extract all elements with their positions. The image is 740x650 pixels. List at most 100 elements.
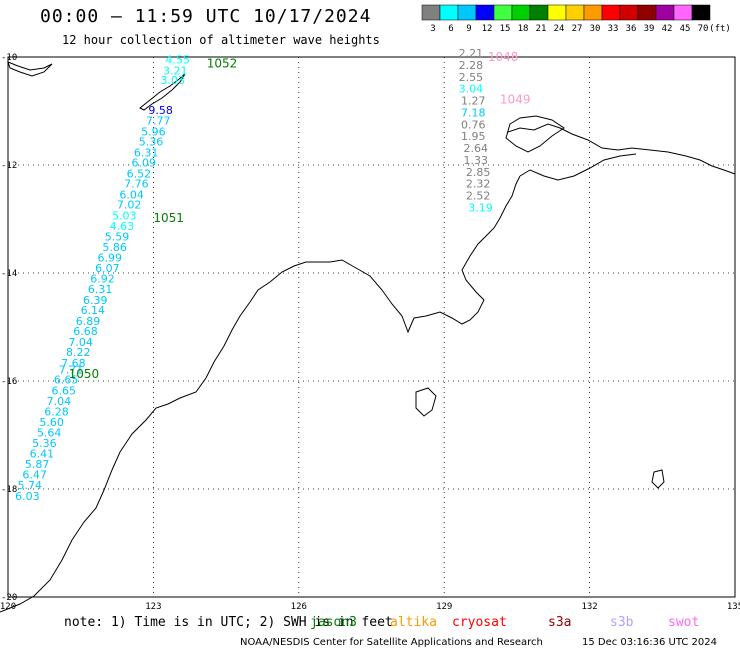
wave-height-value: 5.36 <box>139 136 164 149</box>
wave-height-value: 6.65 <box>51 385 76 398</box>
coastline-island-timor <box>139 73 186 111</box>
wave-height-value: 6.04 <box>119 188 144 201</box>
mission-label-s3b: s3b <box>610 615 634 630</box>
coastline-island-small <box>415 387 437 417</box>
mission-label-altika: altika <box>390 615 437 630</box>
colorbar-unit: (ft) <box>709 24 731 34</box>
wave-height-value: 6.31 <box>88 283 113 296</box>
wave-height-value: 2.21 <box>459 47 484 60</box>
colorbar-label: 70 <box>698 24 709 34</box>
colorbar-label: 9 <box>466 24 471 34</box>
footer: note: 1) Time is in UTC; 2) SWH is in fe… <box>64 615 717 648</box>
altimeter-tracks: 4.553.213.039.587.775.965.366.316.096.52… <box>15 47 493 503</box>
wave-height-value: 5.74 <box>18 479 43 492</box>
colorbar-swatch <box>691 4 711 21</box>
colorbar-label: 24 <box>554 24 565 34</box>
wave-height-value: 7.18 <box>461 106 486 119</box>
credit-text: NOAA/NESDIS Center for Satellite Applica… <box>240 637 543 648</box>
wave-height-value: 3.04 <box>459 83 484 96</box>
wave-height-value: 7.04 <box>47 395 72 408</box>
wave-height-value: 6.89 <box>76 315 101 328</box>
map-title: 00:00 — 11:59 UTC 10/17/2024 <box>40 6 372 27</box>
colorbar: 3 6 9 12 15 18 21 24 27 30 33 36 39 42 45 70 (ft) <box>421 4 731 34</box>
wave-height-value: 2.28 <box>459 59 484 72</box>
wave-height-value: 6.99 <box>98 252 123 265</box>
wave-height-value: 7.77 <box>146 115 171 128</box>
lat-tick-label: -18 <box>1 485 17 495</box>
wave-height-value: 8.22 <box>66 346 91 359</box>
graticule-grid <box>7 56 736 598</box>
wave-height-value: 6.47 <box>22 469 47 482</box>
wave-height-value: 7.68 <box>61 357 86 370</box>
coastline-island-melville <box>505 115 565 153</box>
colorbar-label: 18 <box>518 24 529 34</box>
wave-height-value: 2.52 <box>466 190 491 203</box>
wave-height-value: 3.19 <box>468 201 493 214</box>
wave-height-value: 5.86 <box>102 241 127 254</box>
wave-height-value: 6.92 <box>90 273 115 286</box>
colorbar-label: 33 <box>608 24 619 34</box>
footer-note: note: 1) Time is in UTC; 2) SWH is in fe… <box>64 615 393 630</box>
wave-height-value: 9.58 <box>148 104 173 117</box>
wave-height-value: 6.31 <box>134 146 159 159</box>
lon-tick-label: 126 <box>291 602 307 612</box>
lat-tick-label: -20 <box>1 593 17 603</box>
mission-label-cryosat: cryosat <box>452 615 507 630</box>
wave-height-value: 6.52 <box>127 167 152 180</box>
wave-height-value: 1.95 <box>461 130 486 143</box>
lon-tick-label: 132 <box>581 602 597 612</box>
pass-labels: 1052 1051 1050 1048 1049 <box>69 50 531 381</box>
wave-height-value: 4.55 <box>165 53 190 66</box>
wave-height-value: 3.21 <box>163 64 188 77</box>
wave-height-value: 6.28 <box>44 406 69 419</box>
wave-height-value: 5.96 <box>141 125 166 138</box>
wave-height-value: 5.59 <box>105 231 130 244</box>
wave-height-value: 0.76 <box>461 118 486 131</box>
lat-tick-label: -16 <box>1 377 17 387</box>
wave-height-value: 2.64 <box>463 142 488 155</box>
colorbar-label: 45 <box>680 24 691 34</box>
wave-height-value: 6.39 <box>83 294 108 307</box>
wave-height-value: 2.85 <box>466 166 491 179</box>
lat-tick-label: -14 <box>1 269 17 279</box>
coastline-gulf-east <box>519 153 637 181</box>
coastline <box>0 61 736 613</box>
mission-label-s3a: s3a <box>548 615 571 630</box>
pass-number-label: 1049 <box>500 93 531 107</box>
timestamp-text: 15 Dec 03:16:36 UTC 2024 <box>582 637 717 648</box>
coastline-island-east <box>651 469 665 489</box>
pass-number-label: 1052 <box>207 56 238 70</box>
map-subtitle: 12 hour collection of altimeter wave hei… <box>62 33 380 47</box>
lon-tick-label: 135 <box>727 602 740 612</box>
colorbar-label: 27 <box>572 24 583 34</box>
coastline-arnhem <box>507 123 736 175</box>
pass-number-label: 1051 <box>153 211 184 225</box>
wave-height-value: 5.60 <box>39 416 64 429</box>
wave-height-value: 5.36 <box>32 437 57 450</box>
coastline-kimberley <box>0 175 521 613</box>
wave-height-value: 2.32 <box>466 178 491 191</box>
pass-number-label: 1050 <box>69 367 100 381</box>
lat-tick-label: -12 <box>1 161 17 171</box>
colorbar-label: 39 <box>644 24 655 34</box>
wave-height-value: 7.02 <box>117 199 142 212</box>
mission-label-jason3: jason3 <box>310 615 357 630</box>
wave-height-value: 7.76 <box>124 178 149 191</box>
wave-height-value: 1.33 <box>463 154 488 167</box>
wave-height-value: 5.03 <box>112 210 137 223</box>
wave-height-value: 6.68 <box>73 325 98 338</box>
colorbar-label: 15 <box>500 24 511 34</box>
colorbar-label: 30 <box>590 24 601 34</box>
wave-height-value: 6.41 <box>30 448 55 461</box>
wave-height-value: 6.07 <box>95 262 120 275</box>
wave-height-value: 7.04 <box>68 336 93 349</box>
colorbar-label: 6 <box>448 24 453 34</box>
axis-labels: 120 123 126 129 132 135 -10 -12 -14 -16 -18 -20 <box>0 53 740 612</box>
colorbar-label: 21 <box>536 24 547 34</box>
lon-tick-label: 120 <box>0 602 16 612</box>
colorbar-label: 36 <box>626 24 637 34</box>
lon-tick-label: 129 <box>436 602 452 612</box>
wave-height-value: 4.63 <box>110 220 135 233</box>
wave-height-value: 2.55 <box>459 71 484 84</box>
